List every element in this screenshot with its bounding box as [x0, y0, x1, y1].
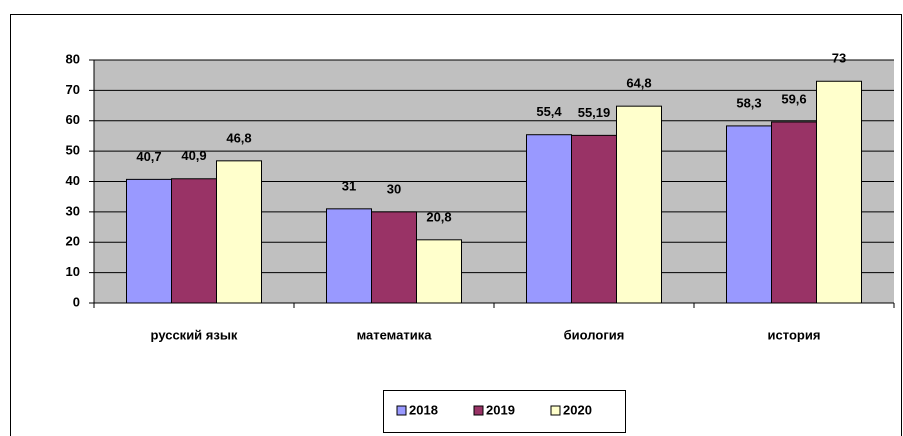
value-label: 58,3	[736, 95, 761, 110]
bar	[126, 178, 172, 304]
value-label: 40,7	[136, 149, 161, 164]
x-tick-label: русский язык	[151, 327, 238, 342]
value-label: 73	[832, 51, 846, 66]
bar	[326, 208, 372, 304]
value-label: 31	[342, 178, 356, 193]
y-tick-label: 60	[66, 112, 80, 127]
legend-label: 2018	[409, 402, 438, 417]
bar	[171, 178, 217, 304]
bar	[726, 125, 772, 304]
legend	[383, 390, 626, 433]
y-tick-label: 70	[66, 82, 80, 97]
x-tick-label: биология	[564, 327, 625, 342]
x-tick-label: история	[768, 327, 821, 342]
value-label: 40,9	[181, 148, 206, 163]
y-tick-label: 10	[66, 264, 80, 279]
bar	[526, 134, 572, 304]
legend-swatch	[550, 405, 561, 416]
value-label: 46,8	[226, 130, 251, 145]
y-tick-label: 20	[66, 234, 80, 249]
legend-swatch	[473, 405, 484, 416]
value-label: 64,8	[626, 76, 651, 91]
value-label: 55,19	[578, 105, 611, 120]
bar	[371, 211, 417, 304]
legend-label: 2020	[563, 402, 592, 417]
value-label: 59,6	[781, 91, 806, 106]
value-label: 55,4	[536, 104, 562, 119]
bar	[616, 105, 662, 304]
bar	[816, 80, 862, 304]
value-label: 20,8	[426, 209, 451, 224]
bar	[771, 121, 817, 304]
bar	[416, 239, 462, 304]
y-tick-label: 50	[66, 143, 80, 158]
x-tick-label: математика	[357, 327, 433, 342]
y-tick-label: 80	[66, 51, 80, 66]
y-tick-label: 30	[66, 203, 80, 218]
y-tick-label: 40	[66, 173, 80, 188]
y-tick-label: 0	[73, 294, 80, 309]
legend-swatch	[396, 405, 407, 416]
legend-label: 2019	[486, 402, 515, 417]
bar	[571, 134, 617, 304]
bar	[216, 160, 262, 304]
value-label: 30	[387, 181, 401, 196]
